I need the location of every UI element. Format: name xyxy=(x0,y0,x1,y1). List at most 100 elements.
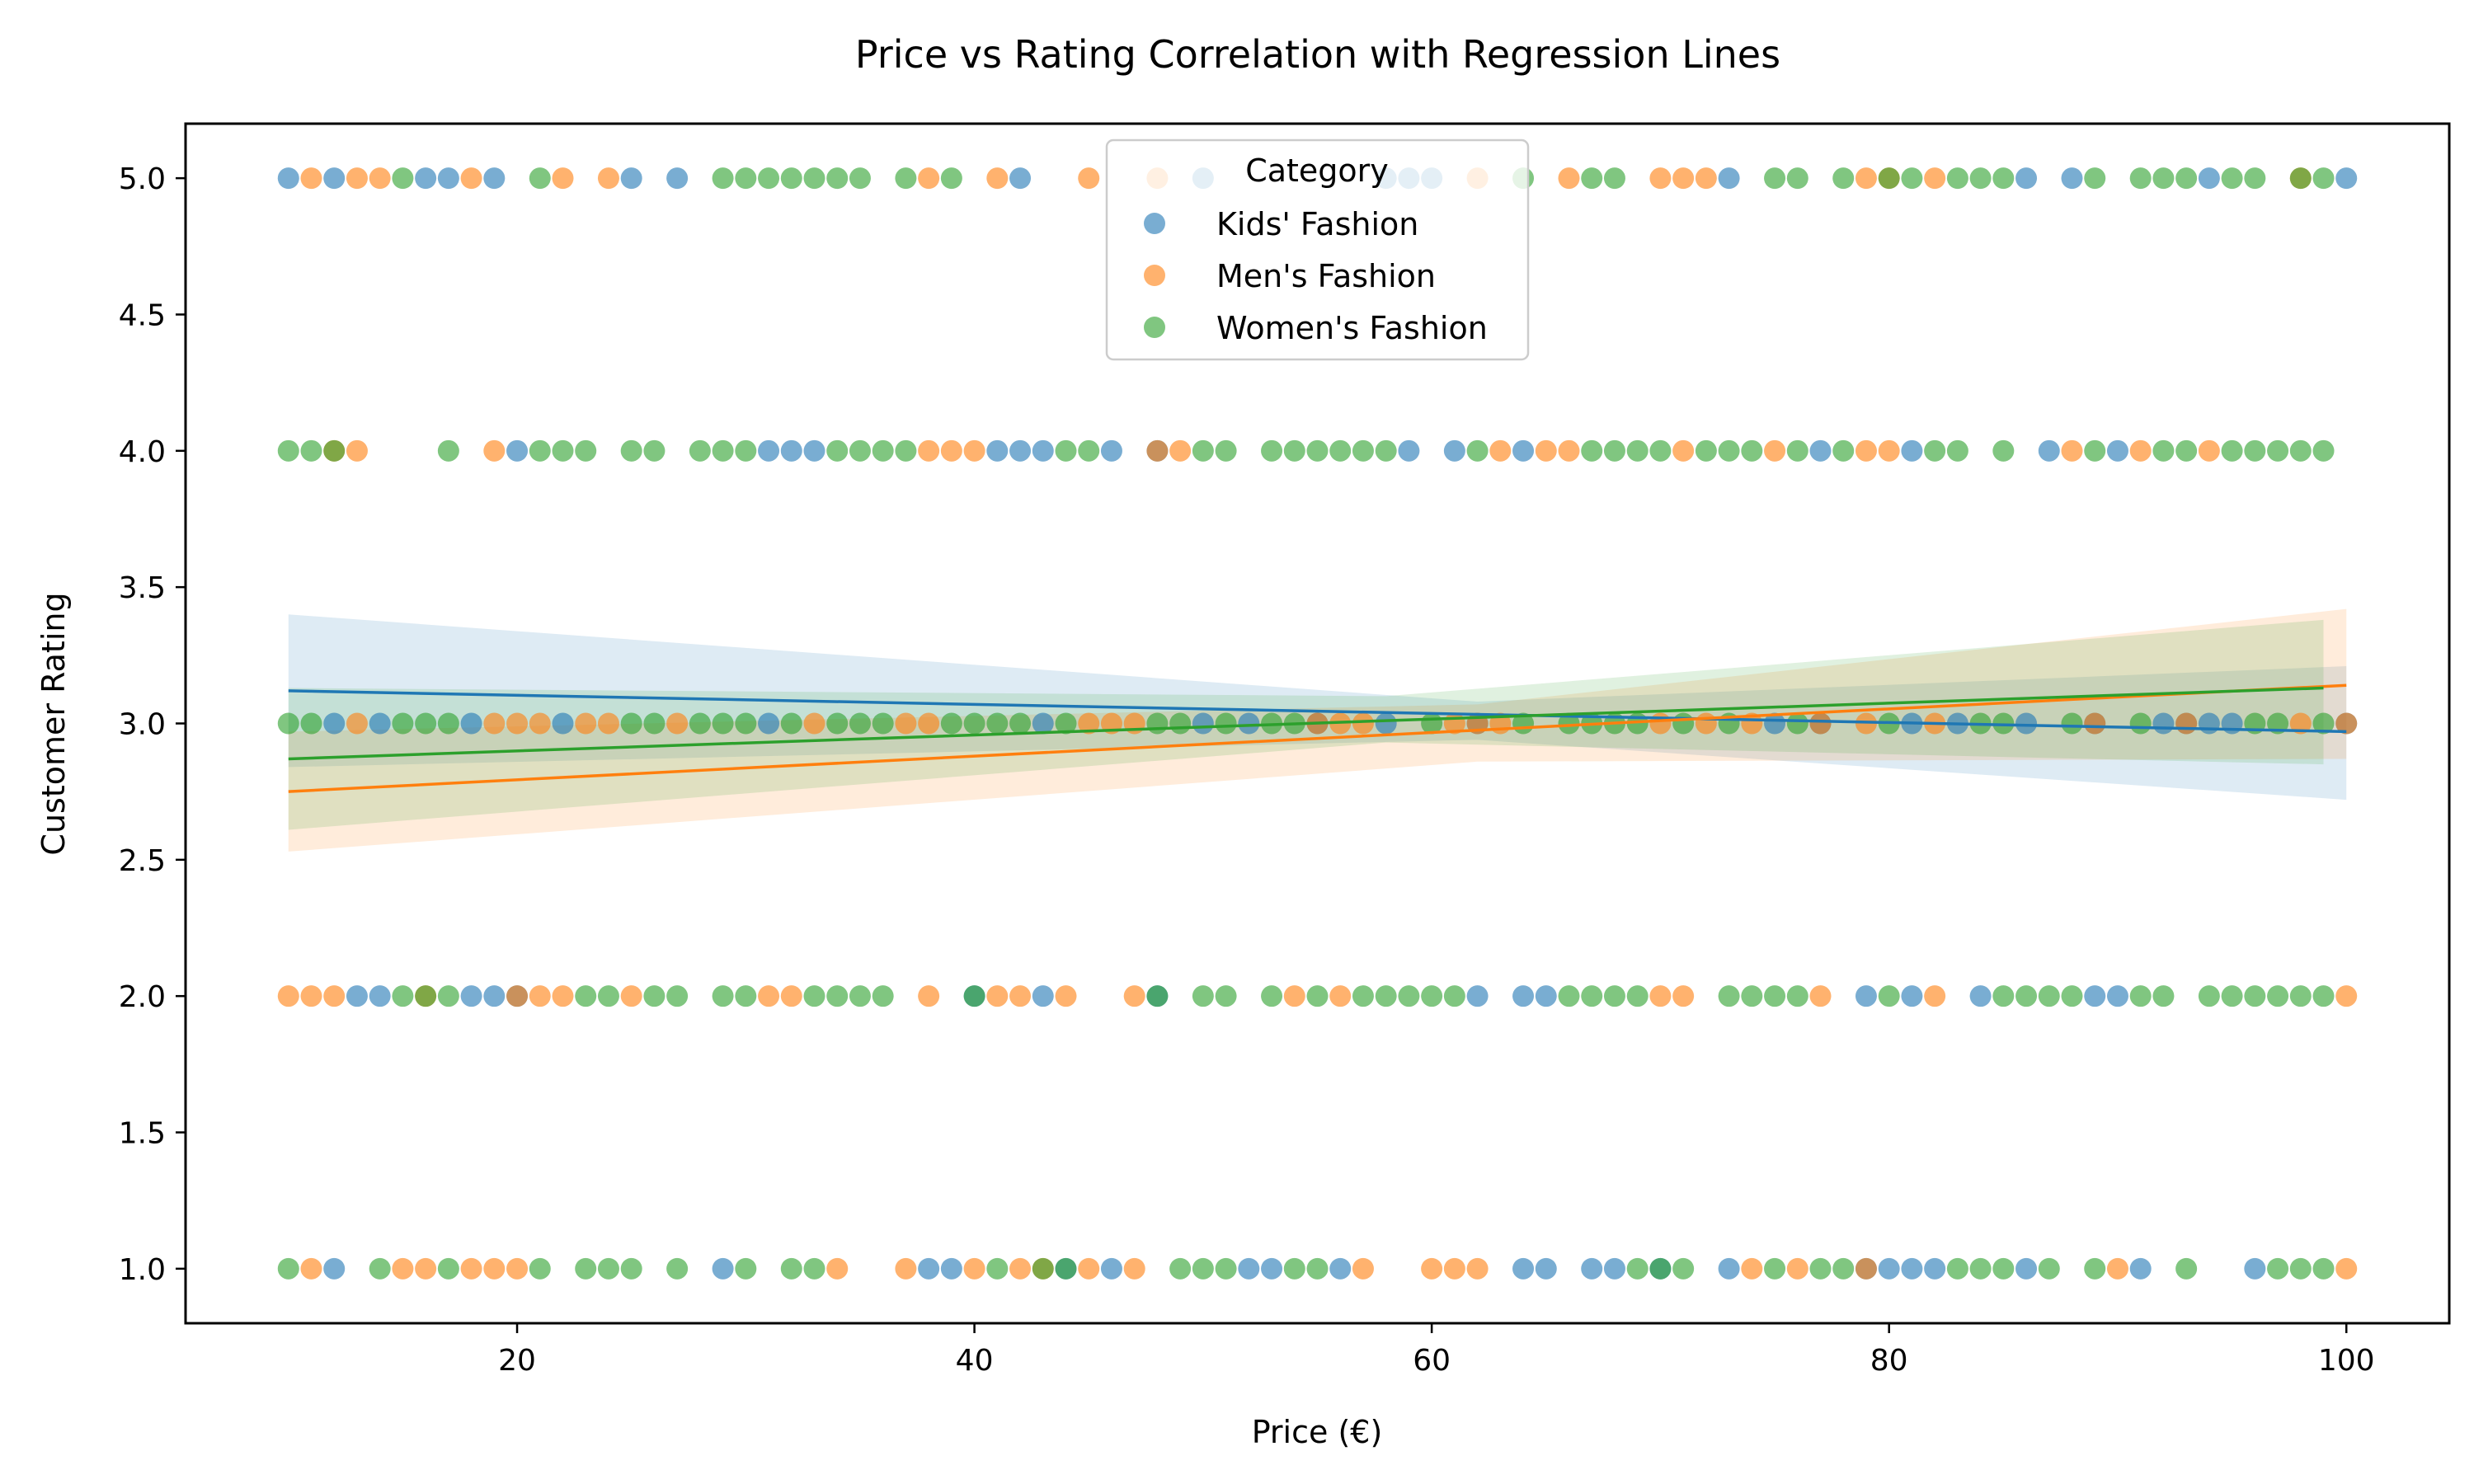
data-point xyxy=(2152,167,2175,190)
data-point xyxy=(552,712,574,735)
data-point xyxy=(415,1257,437,1280)
data-point xyxy=(2106,439,2128,462)
data-point xyxy=(2312,712,2335,735)
data-point xyxy=(872,985,894,1007)
data-point xyxy=(1169,712,1192,735)
legend-label: Kids' Fashion xyxy=(1216,206,1418,242)
data-point xyxy=(2312,985,2335,1007)
data-point xyxy=(2198,167,2220,190)
data-point xyxy=(735,712,757,735)
data-point xyxy=(1718,1257,1740,1280)
data-point xyxy=(2267,1257,2289,1280)
data-point xyxy=(1992,167,2015,190)
data-point xyxy=(2335,712,2358,735)
data-point xyxy=(1649,1257,1672,1280)
data-point xyxy=(1969,1257,1992,1280)
data-point xyxy=(1992,985,2015,1007)
data-point xyxy=(735,439,757,462)
data-point xyxy=(1786,167,1808,190)
data-point xyxy=(689,712,711,735)
data-point xyxy=(1261,439,1283,462)
data-point xyxy=(689,439,711,462)
regression-line-0 xyxy=(288,689,2347,734)
data-point xyxy=(712,712,734,735)
data-point xyxy=(1443,439,1465,462)
data-point xyxy=(2152,985,2175,1007)
data-point xyxy=(529,712,551,735)
data-point xyxy=(666,167,689,190)
data-point xyxy=(277,167,299,190)
y-tick-label: 3.5 xyxy=(119,571,166,605)
data-point xyxy=(1946,167,1968,190)
data-point xyxy=(460,712,482,735)
data-point xyxy=(1238,712,1260,735)
data-point xyxy=(506,712,529,735)
data-point xyxy=(1535,1257,1557,1280)
data-point xyxy=(1924,1257,1946,1280)
data-point xyxy=(2289,167,2312,190)
data-point xyxy=(2198,439,2220,462)
data-point xyxy=(2061,167,2083,190)
data-point xyxy=(552,439,574,462)
data-point xyxy=(597,1257,619,1280)
data-point xyxy=(1558,712,1580,735)
data-point xyxy=(1192,985,1214,1007)
data-point xyxy=(1169,439,1192,462)
data-point xyxy=(529,439,551,462)
data-point xyxy=(1032,985,1054,1007)
data-point xyxy=(895,439,917,462)
data-point xyxy=(369,712,391,735)
data-point xyxy=(323,1257,346,1280)
data-point xyxy=(392,985,414,1007)
data-point xyxy=(986,712,1009,735)
data-point xyxy=(712,985,734,1007)
data-point xyxy=(1581,167,1603,190)
data-point xyxy=(1581,1257,1603,1280)
data-point xyxy=(1329,439,1352,462)
data-point xyxy=(1901,439,1923,462)
data-point xyxy=(2221,439,2243,462)
data-point xyxy=(620,1257,642,1280)
data-point xyxy=(963,712,985,735)
data-point xyxy=(1741,1257,1763,1280)
data-point xyxy=(323,439,346,462)
data-point xyxy=(803,167,825,190)
data-point xyxy=(620,167,642,190)
data-point xyxy=(2335,985,2358,1007)
data-point xyxy=(369,1257,391,1280)
data-point xyxy=(1306,439,1329,462)
data-point xyxy=(1375,985,1397,1007)
data-point xyxy=(1078,712,1100,735)
data-point xyxy=(323,985,346,1007)
data-point xyxy=(1215,439,1237,462)
data-point xyxy=(1466,985,1489,1007)
data-point xyxy=(986,167,1009,190)
data-point xyxy=(780,985,802,1007)
data-point xyxy=(1443,985,1465,1007)
x-tick-label: 80 xyxy=(1870,1344,1908,1378)
data-point xyxy=(2152,712,2175,735)
data-point xyxy=(2289,1257,2312,1280)
data-point xyxy=(1603,1257,1625,1280)
data-point xyxy=(1352,712,1374,735)
data-point xyxy=(1375,439,1397,462)
data-point xyxy=(529,985,551,1007)
data-point xyxy=(2152,439,2175,462)
data-point xyxy=(1855,167,1877,190)
data-point xyxy=(780,167,802,190)
data-point xyxy=(986,1257,1009,1280)
data-point xyxy=(1283,985,1305,1007)
data-point xyxy=(2106,1257,2128,1280)
data-point xyxy=(1558,167,1580,190)
data-point xyxy=(552,167,574,190)
data-point xyxy=(1329,1257,1352,1280)
data-point xyxy=(1352,439,1374,462)
data-point xyxy=(1443,1257,1465,1280)
data-point xyxy=(666,1257,689,1280)
data-point xyxy=(2198,985,2220,1007)
data-point xyxy=(620,985,642,1007)
data-point xyxy=(2289,985,2312,1007)
data-point xyxy=(460,985,482,1007)
data-point xyxy=(1146,712,1169,735)
data-point xyxy=(2129,167,2152,190)
